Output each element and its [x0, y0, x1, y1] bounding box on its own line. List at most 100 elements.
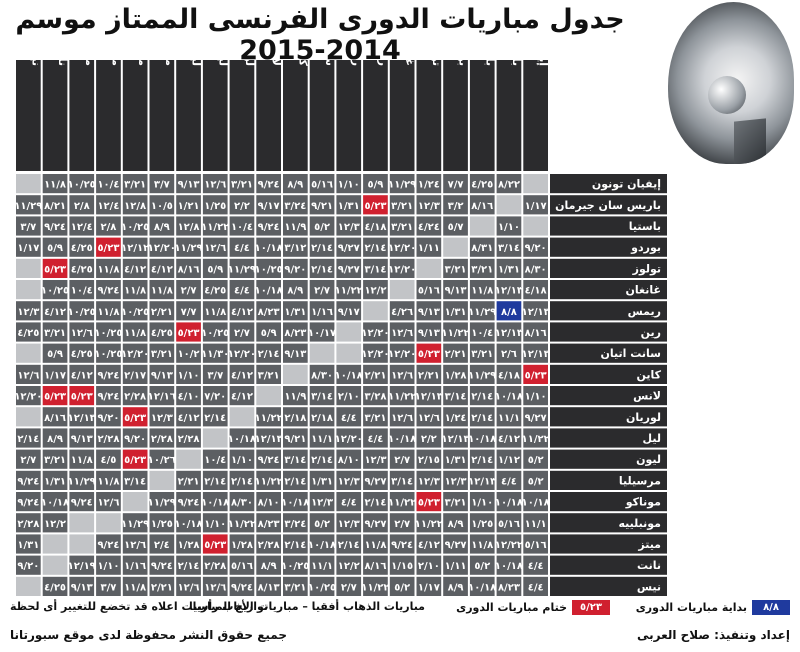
fixture-cell: [443, 237, 468, 257]
fixture-cell: [42, 280, 68, 300]
fixture-date: ١١/١: [525, 519, 547, 530]
fixture-cell: [149, 407, 175, 427]
row-header: [550, 449, 667, 469]
fixture-date: ٩/٢٤: [391, 540, 413, 551]
fixture-cell: [202, 470, 228, 490]
fixture-date: ٣/٢١: [445, 498, 467, 509]
fixture-date: ١٠/١٨: [522, 498, 550, 509]
fixture-date: ٩/١٧: [258, 201, 280, 212]
column-header-label: بوردو: [457, 60, 470, 66]
fixture-date: ٢/١٧: [124, 370, 146, 381]
fixture-date: ١١/٢٩: [175, 243, 203, 254]
fixture-date: ١/٣١: [498, 264, 520, 275]
fixture-cell: [202, 237, 228, 257]
fixture-date: ٧/٧: [181, 307, 197, 318]
row-header-label: باستيا: [629, 220, 661, 233]
fixture-date: ٩/٢١: [284, 434, 306, 445]
fixture-date: ١١/٢٢: [415, 519, 443, 530]
fixture-cell: [16, 492, 41, 512]
fixture-date: ٩/١٧: [338, 307, 360, 318]
fixture-date: ٢/١٤: [364, 498, 386, 509]
fixture-date: ١٢/٢٠: [361, 328, 389, 339]
fixture-date: ٧/٢٠: [204, 392, 226, 403]
fixture-date: ١٢/٣: [418, 476, 440, 487]
row-header-label: ميتز: [637, 538, 661, 551]
fixture-cell: [523, 449, 548, 469]
fixture-cell: [42, 576, 68, 596]
fixture-date: ١/١٧: [44, 370, 66, 381]
fixture-cell: [69, 513, 95, 533]
row-header: [550, 174, 667, 194]
fixture-date: ١/١٢: [498, 455, 520, 466]
fixture-date: ١٠/٢٥: [94, 349, 122, 360]
row-header-label: ليون: [636, 453, 661, 466]
fixture-date: ٥/١٦: [525, 540, 547, 551]
fixture-cell: [443, 492, 468, 512]
fixture-cell: [363, 364, 388, 384]
fixture-cell: [256, 343, 281, 363]
fixture-cell: [469, 513, 495, 533]
fixture-cell: [149, 301, 175, 321]
fixture-cell: [202, 343, 228, 363]
fixture-cell: [336, 301, 362, 321]
fixture-date: ٥/٢٣: [124, 455, 146, 466]
fixture-date: ٨/٨: [501, 307, 517, 318]
fixture-date: ٤/١٢: [231, 392, 253, 403]
fixture-cell: [176, 407, 201, 427]
fixture-date: ١٢/٤: [71, 222, 93, 233]
fixture-cell: [416, 513, 442, 533]
fixture-cell: [229, 364, 255, 384]
fixture-date: ٩/١٣: [418, 307, 440, 318]
fixture-cell: [149, 174, 175, 194]
fixture-cell: [496, 555, 522, 575]
fixture-date: ١٢/٢٠: [15, 392, 42, 403]
column-header: [16, 60, 41, 171]
fixture-cell: [176, 322, 201, 342]
fixture-date: ١٢/٣: [445, 476, 467, 487]
fixture-date: ٨/١٦: [364, 561, 386, 572]
fixture-date: ٢/٢: [421, 434, 437, 445]
fixture-cell: [336, 492, 362, 512]
fixture-date: ٩/١٣: [151, 370, 173, 381]
fixture-cell: [69, 428, 95, 448]
fixture-date: ٨/١٦: [525, 328, 547, 339]
column-header: [363, 60, 388, 171]
fixture-date: ١١/٨: [97, 264, 119, 275]
fixture-cell: [496, 449, 522, 469]
fixture-date: ٢/٢٨: [151, 434, 173, 445]
fixture-cell: [283, 280, 308, 300]
fixture-cell: [122, 576, 148, 596]
fixture-cell: [469, 364, 495, 384]
fixture-date: ١/١٦: [311, 307, 333, 318]
fixture-cell: [149, 534, 175, 554]
row-header-label: نيس: [637, 580, 661, 593]
fixture-date: ٩/٢٤: [97, 392, 119, 403]
fixture-cell: [176, 364, 201, 384]
fixture-cell: [389, 216, 415, 236]
fixture-date: ٥/٧: [448, 222, 464, 233]
fixture-cell: [389, 407, 415, 427]
fixture-cell: [283, 343, 308, 363]
fixture-date: ١/٢٥: [151, 519, 173, 530]
fixture-cell: [336, 322, 362, 342]
fixture-date: ١٢/١٣: [495, 328, 523, 339]
fixture-cell: [469, 322, 495, 342]
row-header: [550, 216, 667, 236]
fixture-date: ١١/٨: [97, 476, 119, 487]
fixture-cell: [469, 195, 495, 215]
fixture-date: ٨/٩: [154, 222, 170, 233]
fixture-date: ٢/٧: [181, 286, 197, 297]
column-header-label: باريس سان جيرمان: [510, 60, 523, 66]
fixture-date: ١/١٧: [17, 243, 39, 254]
fixture-date: ١٠/٤: [471, 328, 493, 339]
fixture-date: ٥/١٦: [498, 519, 520, 530]
fixture-cell: [256, 237, 281, 257]
fixture-date: ٩/٢٤: [97, 370, 119, 381]
fixture-cell: [389, 428, 415, 448]
fixture-date: ١٢/٢: [364, 286, 386, 297]
fixture-cell: [523, 407, 548, 427]
fixture-date: ٩/٢٤: [178, 498, 200, 509]
row-header: [550, 407, 667, 427]
fixture-cell: [523, 258, 548, 278]
fixture-cell: [496, 576, 522, 596]
